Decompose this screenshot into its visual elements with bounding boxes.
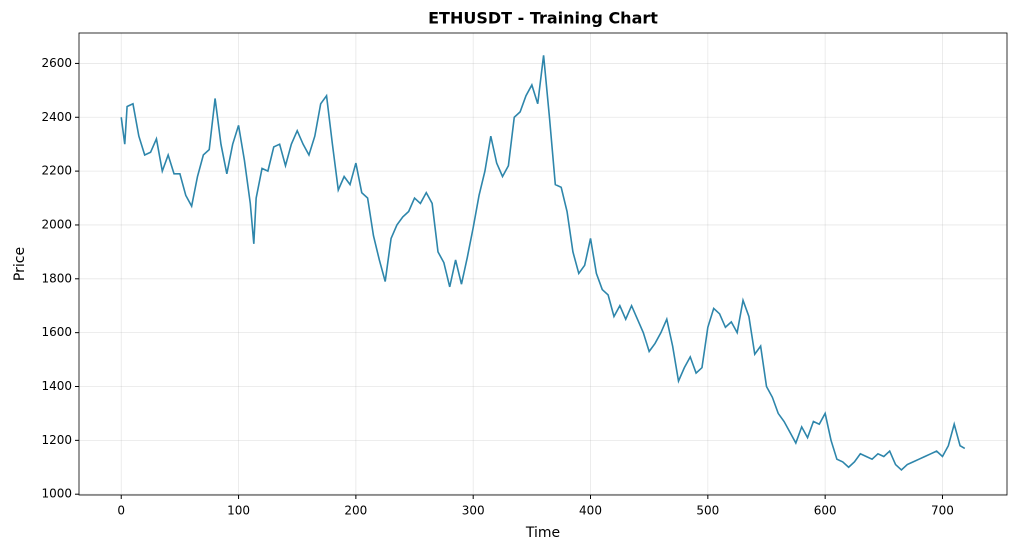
x-axis-label: Time [525, 525, 560, 541]
x-tick-label: 100 [227, 504, 250, 518]
x-tick-label: 300 [462, 504, 485, 518]
y-tick-label: 1400 [41, 379, 72, 393]
y-tick-label: 2600 [41, 56, 72, 70]
y-axis-label: Price [12, 247, 28, 281]
chart-title: ETHUSDT - Training Chart [428, 9, 658, 28]
price-line [120, 55, 966, 472]
y-tick-label: 1800 [41, 271, 72, 285]
x-tick-label: 200 [344, 504, 367, 518]
x-tick-label: 500 [696, 504, 719, 518]
x-tick-label: 700 [931, 504, 954, 518]
x-tick-label: 400 [579, 504, 602, 518]
y-tick-label: 2200 [41, 164, 72, 178]
y-tick-label: 1000 [41, 487, 72, 501]
y-tick-label: 1200 [41, 433, 72, 447]
plot-frame [78, 32, 1008, 496]
y-tick-label: 1600 [41, 325, 72, 339]
x-tick-label: 600 [814, 504, 837, 518]
x-tick-label: 0 [117, 504, 125, 518]
y-tick-label: 2000 [41, 217, 72, 231]
y-tick-label: 2400 [41, 110, 72, 124]
